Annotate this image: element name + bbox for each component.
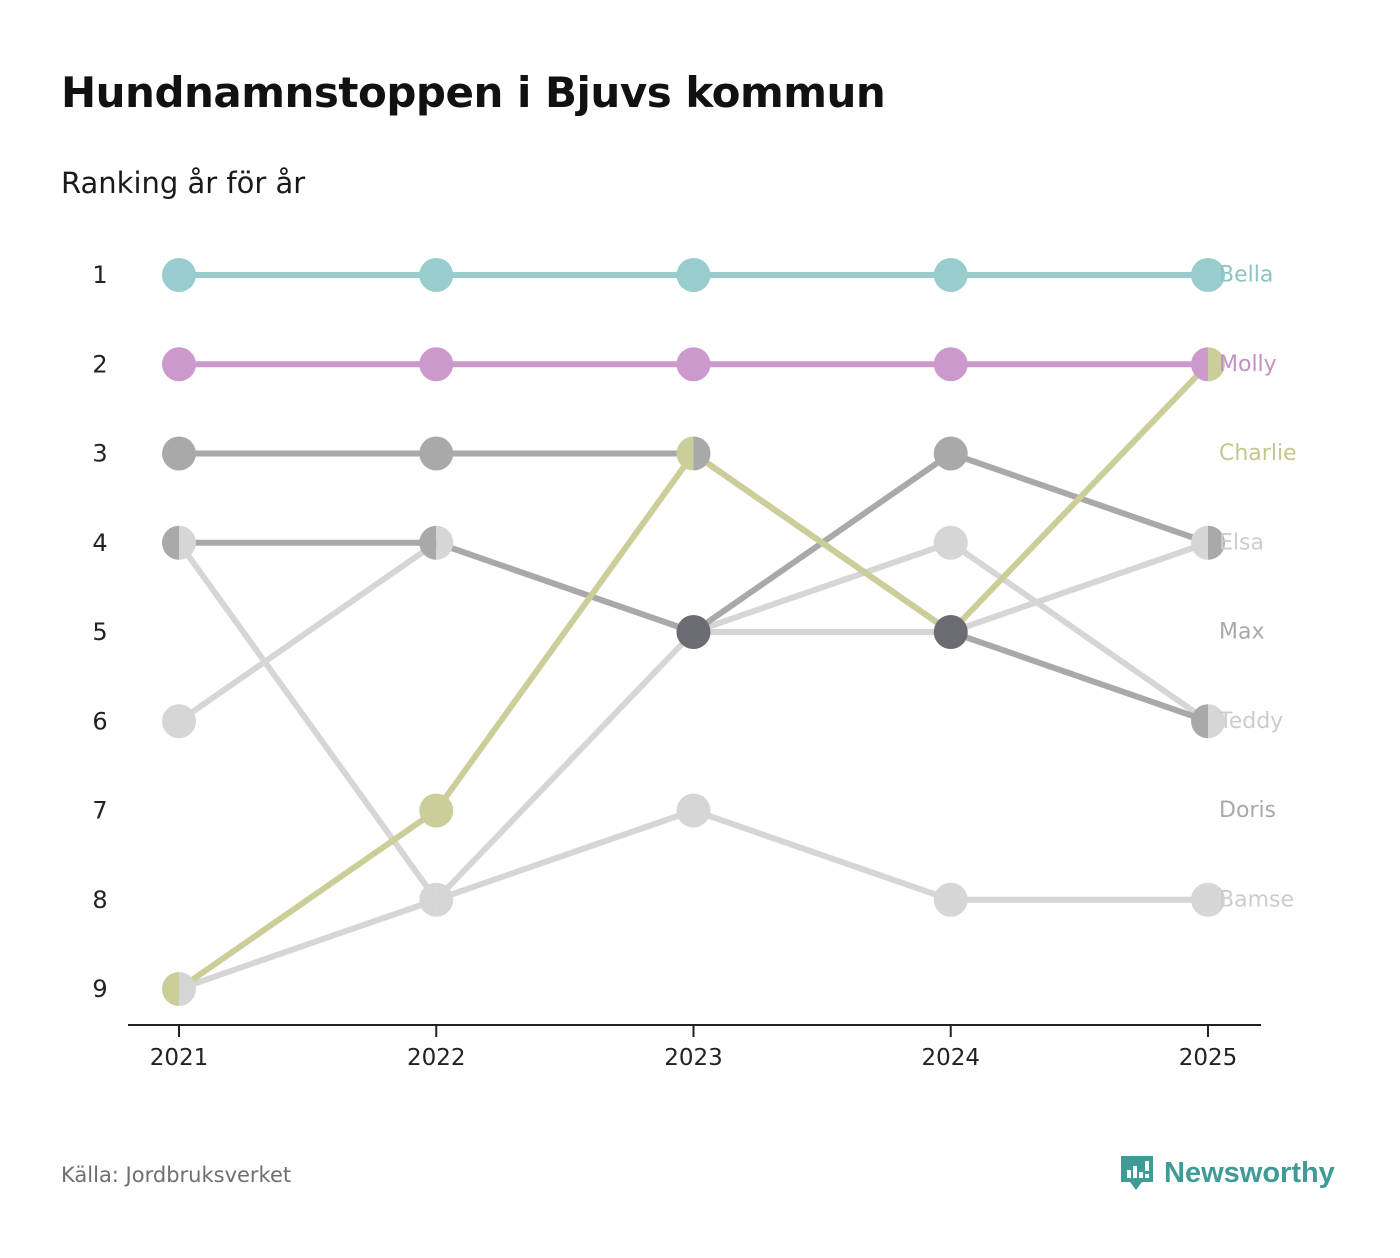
point-elsa-2025 (1191, 525, 1208, 560)
point-max-2025 (1191, 704, 1208, 739)
point-bella-2025 (1191, 258, 1225, 292)
y-tick-label-3: 3 (92, 440, 107, 468)
point-teddy-2024 (933, 525, 968, 560)
y-tick-label-4: 4 (92, 529, 107, 557)
point-teddy-2021 (162, 704, 196, 739)
point-bamse-2022 (436, 882, 454, 917)
point-charlie-2025 (1208, 347, 1225, 382)
point-overlap-teddy-doris-elsa-2023 (676, 615, 711, 649)
point-teddy-2025 (1208, 704, 1225, 739)
y-tick-label-2: 2 (92, 350, 107, 378)
newsworthy-logo-icon (1121, 1156, 1153, 1190)
point-charlie-2022 (419, 793, 454, 828)
x-tick-label-2022: 2022 (407, 1045, 466, 1071)
point-charlie-2023 (676, 436, 694, 471)
point-max-2022 (419, 436, 454, 471)
point-elsa-2021 (179, 972, 196, 1006)
brand-logo[interactable]: Newsworthy (1118, 1152, 1335, 1194)
point-bamse-2023 (676, 793, 711, 828)
point-elsa-2022 (419, 882, 437, 917)
point-overlap-max-elsa-charlie-2024 (933, 615, 968, 649)
series-label-bamse: Bamse (1219, 887, 1294, 912)
series-label-doris: Doris (1219, 798, 1276, 823)
series-label-teddy: Teddy (1218, 709, 1283, 734)
y-tick-label-9: 9 (92, 975, 107, 1003)
series-label-molly: Molly (1219, 352, 1277, 377)
y-axis-ticks: 1 2 3 4 5 6 7 8 9 (92, 261, 107, 1003)
y-tick-label-7: 7 (92, 797, 107, 825)
point-teddy-2022 (436, 525, 454, 560)
chart-title: Hundnamnstoppen i Bjuvs kommun (61, 68, 886, 117)
point-doris-2021 (162, 525, 179, 560)
series-line-elsa (176, 539, 1211, 992)
x-axis: 2021 2022 2023 2024 2025 (128, 1024, 1261, 1071)
series-label-charlie: Charlie (1219, 441, 1297, 466)
point-bamse-2021 (179, 525, 197, 560)
source-note: Källa: Jordbruksverket (61, 1163, 292, 1187)
point-doris-2025 (1208, 525, 1225, 560)
y-tick-label-5: 5 (92, 618, 107, 646)
point-max-2023 (693, 436, 711, 471)
point-bella-2021 (162, 258, 196, 292)
x-tick-label-2021: 2021 (150, 1045, 209, 1071)
x-tick-label-2023: 2023 (664, 1045, 723, 1071)
point-molly-2023 (676, 347, 711, 382)
point-bella-2023 (676, 258, 711, 292)
brand-name: Newsworthy (1164, 1156, 1335, 1189)
point-doris-2024 (933, 436, 968, 471)
x-tick-label-2024: 2024 (921, 1045, 980, 1071)
y-tick-label-1: 1 (92, 261, 107, 289)
series-label-bella: Bella (1219, 263, 1273, 288)
x-tick-label-2025: 2025 (1179, 1045, 1238, 1071)
y-tick-label-6: 6 (92, 707, 107, 735)
point-bamse-2025 (1191, 882, 1225, 917)
y-tick-label-8: 8 (92, 886, 107, 914)
chart-subtitle: Ranking år för år (61, 166, 306, 200)
point-molly-2022 (419, 347, 454, 382)
point-max-2021 (162, 436, 196, 471)
point-bamse-2024 (933, 882, 968, 917)
series-line-max (176, 450, 1211, 725)
series-points (162, 258, 1225, 1006)
point-molly-2025 (1191, 347, 1208, 382)
point-bella-2022 (419, 258, 454, 292)
point-molly-2021 (162, 347, 196, 382)
series-label-max: Max (1219, 620, 1264, 645)
point-charlie-2021 (162, 972, 179, 1006)
series-labels: Bella Molly Charlie Elsa Max Teddy Doris Bamse (1218, 263, 1297, 913)
series-line-doris (176, 450, 1211, 635)
point-doris-2022 (419, 525, 437, 560)
point-molly-2024 (933, 347, 968, 382)
point-bella-2024 (933, 258, 968, 292)
series-label-elsa: Elsa (1219, 530, 1264, 555)
